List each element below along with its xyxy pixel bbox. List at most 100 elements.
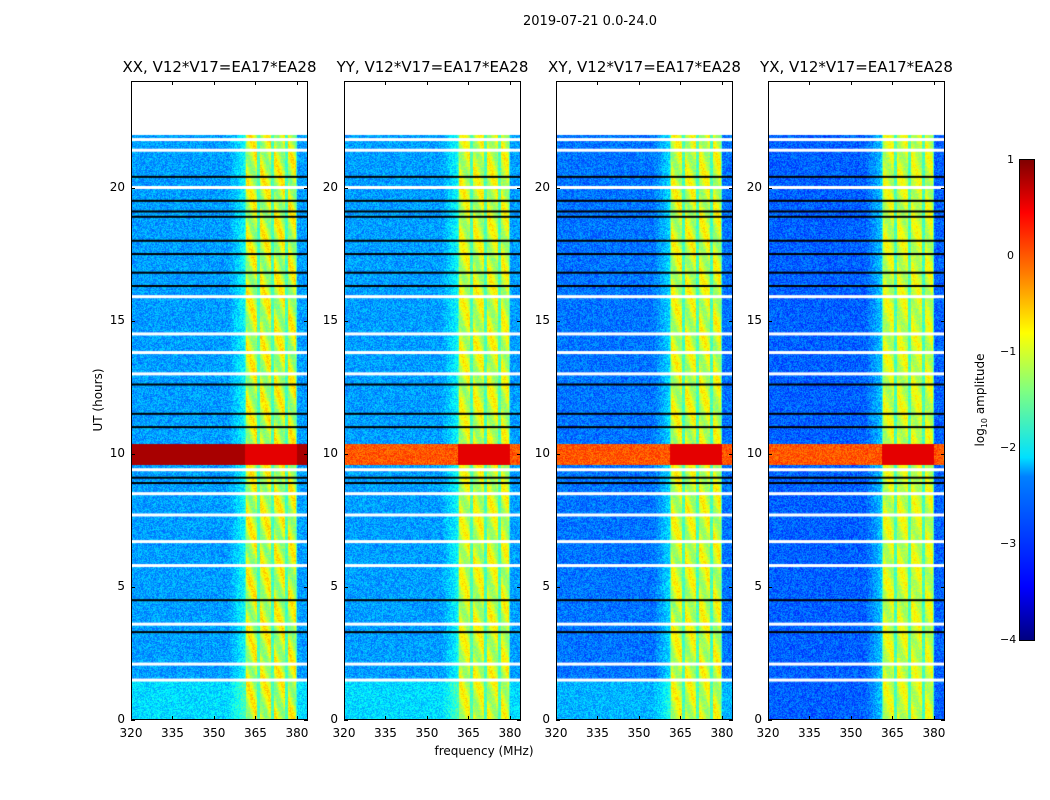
x-tick-mark	[296, 716, 298, 720]
y-tick-mark	[344, 586, 348, 588]
colorbar-label: log10 amplitude	[972, 353, 990, 447]
y-tick-mark	[344, 720, 348, 721]
figure-title: 2019-07-21 0.0-24.0	[523, 14, 657, 29]
y-tick-label: 0	[330, 712, 338, 726]
x-tick-mark	[892, 81, 894, 85]
x-tick-mark	[933, 716, 935, 720]
x-tick-label: 380	[498, 726, 522, 740]
x-tick-label: 350	[627, 726, 651, 740]
y-tick-mark	[941, 320, 945, 322]
x-tick-mark	[296, 81, 298, 85]
x-tick-mark	[344, 716, 345, 720]
x-tick-label: 380	[285, 726, 309, 740]
x-tick-mark	[721, 81, 723, 85]
panel-title: YY, V12*V17=EA17*EA28	[336, 58, 529, 76]
y-tick-label: 10	[322, 445, 338, 460]
x-tick-mark	[385, 716, 387, 720]
x-tick-mark	[131, 716, 132, 720]
x-tick-label: 380	[710, 726, 734, 740]
y-tick-mark	[941, 720, 945, 721]
y-tick-mark	[729, 453, 733, 455]
y-tick-mark	[729, 720, 733, 721]
y-tick-label: 5	[754, 578, 762, 593]
x-tick-mark	[850, 716, 852, 720]
y-tick-mark	[304, 453, 308, 455]
x-tick-label: 380	[922, 726, 946, 740]
x-tick-mark	[385, 81, 387, 85]
y-tick-mark	[556, 320, 560, 322]
y-tick-mark	[131, 586, 135, 588]
y-tick-mark	[304, 320, 308, 322]
y-axis-label: UT (hours)	[91, 368, 105, 432]
x-tick-mark	[768, 81, 769, 85]
x-tick-mark	[509, 81, 511, 85]
x-tick-label: 365	[669, 726, 692, 740]
panel-0: XX, V12*V17=EA17*EA28 320 335 350 365 380 0 5 10…	[110, 58, 317, 740]
y-tick-mark	[768, 320, 772, 322]
x-tick-mark	[255, 716, 257, 720]
panel-2: XY, V12*V17=EA17*EA28 320 335 350 365 380 0 5 10…	[535, 58, 741, 740]
y-tick-mark	[729, 187, 733, 189]
x-tick-mark	[638, 81, 640, 85]
x-tick-mark	[426, 81, 428, 85]
x-tick-mark	[556, 81, 557, 85]
x-tick-label: 365	[881, 726, 904, 740]
x-tick-label: 335	[586, 726, 609, 740]
panel-title: XY, V12*V17=EA17*EA28	[548, 58, 741, 76]
y-tick-mark	[517, 320, 521, 322]
x-tick-mark	[933, 81, 935, 85]
x-tick-mark	[638, 716, 640, 720]
x-tick-mark	[809, 81, 811, 85]
y-tick-label: 5	[330, 578, 338, 593]
y-tick-mark	[344, 453, 348, 455]
x-tick-label: 365	[457, 726, 480, 740]
y-tick-label: 0	[754, 712, 762, 726]
x-tick-mark	[597, 81, 599, 85]
colorbar-tick-label: 1	[1007, 153, 1014, 166]
y-tick-label: 15	[746, 312, 762, 327]
y-tick-mark	[768, 453, 772, 455]
x-tick-mark	[468, 81, 470, 85]
y-tick-mark	[556, 586, 560, 588]
colorbar-tick-label: −4	[1000, 633, 1017, 646]
x-tick-label: 320	[756, 726, 780, 740]
x-tick-label: 320	[332, 726, 356, 740]
y-tick-label: 5	[117, 578, 125, 593]
colorbar	[1019, 159, 1035, 641]
colorbar-tick-label: −1	[1000, 345, 1017, 358]
x-tick-mark	[468, 716, 470, 720]
y-tick-mark	[556, 187, 560, 189]
y-tick-label: 20	[322, 179, 338, 194]
x-axis-label: frequency (MHz)	[434, 744, 534, 758]
x-tick-mark	[809, 716, 811, 720]
y-tick-mark	[729, 320, 733, 322]
y-tick-mark	[768, 187, 772, 189]
y-tick-mark	[768, 720, 772, 721]
x-tick-mark	[213, 716, 215, 720]
x-tick-mark	[892, 716, 894, 720]
y-tick-mark	[941, 453, 945, 455]
y-tick-mark	[304, 720, 308, 721]
y-tick-label: 20	[109, 179, 125, 194]
y-tick-mark	[304, 586, 308, 588]
spectrogram-heatmap	[556, 81, 733, 720]
y-tick-mark	[729, 586, 733, 588]
y-tick-mark	[941, 187, 945, 189]
x-tick-mark	[850, 81, 852, 85]
y-tick-label: 0	[542, 712, 550, 726]
x-tick-mark	[426, 716, 428, 720]
y-tick-label: 10	[746, 445, 762, 460]
colorbar-tick-label: −3	[1000, 537, 1017, 550]
y-tick-mark	[344, 187, 348, 189]
y-tick-label: 5	[542, 578, 550, 593]
y-tick-label: 15	[534, 312, 550, 327]
panel-3: YX, V12*V17=EA17*EA28 320 335 350 365 380 0 5 10…	[747, 58, 953, 740]
x-tick-label: 335	[161, 726, 184, 740]
x-tick-mark	[509, 716, 511, 720]
x-tick-mark	[344, 81, 345, 85]
y-tick-mark	[131, 187, 135, 189]
y-tick-mark	[517, 187, 521, 189]
x-tick-label: 365	[244, 726, 267, 740]
y-tick-label: 20	[534, 179, 550, 194]
spectrogram-heatmap	[344, 81, 521, 720]
